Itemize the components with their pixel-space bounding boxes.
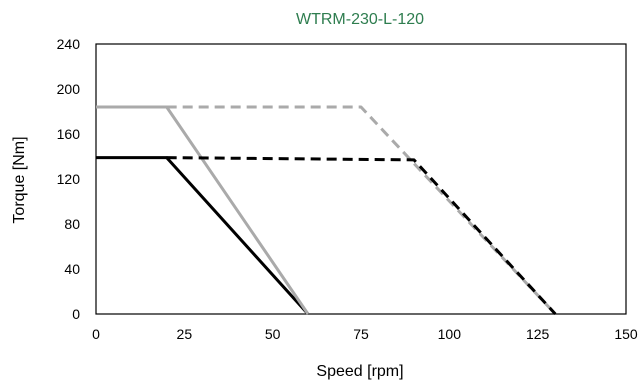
x-tick-label: 25: [177, 326, 193, 342]
tick-labels: 0 25 50 75 100 125 150 0 40 80 120 160 200 240: [57, 36, 638, 342]
series-line-3: [166, 105, 557, 316]
x-tick-label: 100: [438, 326, 462, 342]
x-tick-label: 125: [526, 326, 550, 342]
y-tick-label: 40: [64, 261, 80, 277]
x-tick-label: 150: [614, 326, 638, 342]
x-tick-label: 50: [265, 326, 281, 342]
y-tick-label: 160: [57, 126, 81, 142]
chart-title: WTRM-230-L-120: [296, 11, 424, 28]
x-axis-title: Speed [rpm]: [316, 363, 403, 380]
y-tick-label: 200: [57, 81, 81, 97]
y-tick-label: 240: [57, 36, 81, 52]
series-line-2: [96, 105, 310, 315]
plot-frame: [95, 43, 627, 315]
series-line-4: [166, 156, 557, 316]
y-axis-title: Torque [Nm]: [11, 136, 28, 223]
series-lines: [96, 105, 557, 316]
y-tick-label: 120: [57, 171, 81, 187]
y-tick-label: 80: [64, 216, 80, 232]
x-tick-label: 0: [92, 326, 100, 342]
y-tick-label: 0: [72, 306, 80, 322]
series-line-1: [96, 156, 310, 316]
axes: [95, 43, 627, 315]
x-tick-label: 75: [353, 326, 369, 342]
